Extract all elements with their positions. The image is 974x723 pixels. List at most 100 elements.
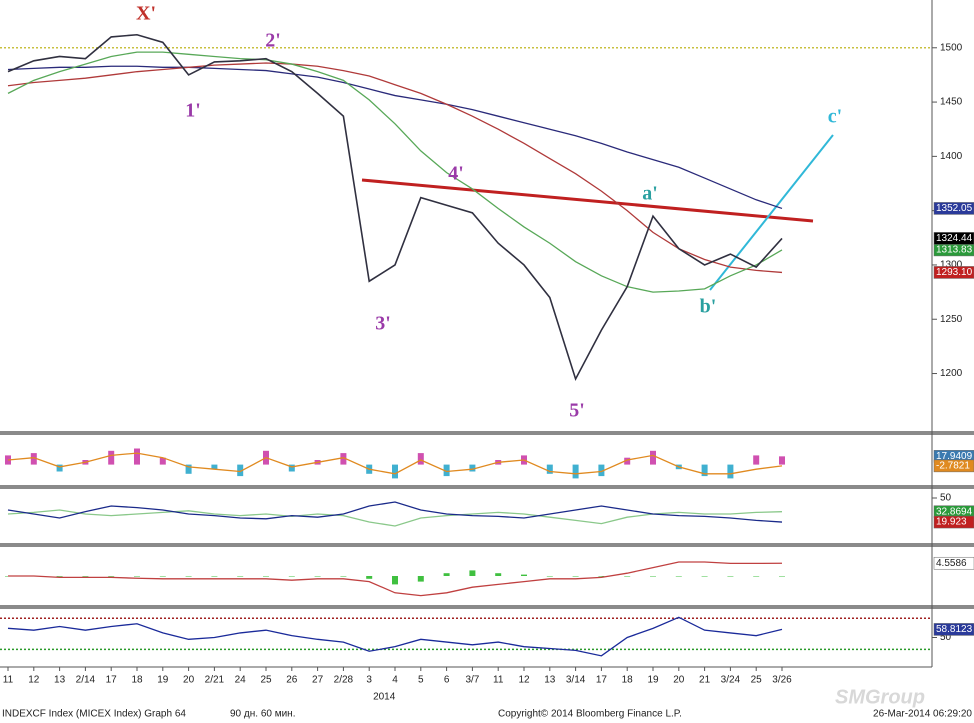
x-tick-label: 19 <box>647 675 659 686</box>
last-value-label: 1352.05 <box>936 203 973 214</box>
histogram-bar <box>675 576 682 577</box>
x-tick-label: 3/7 <box>465 675 479 686</box>
footer-ticker: INDEXCF Index (MICEX Index) Graph 64 <box>2 709 186 720</box>
histogram-bar <box>572 464 579 479</box>
last-value-tag <box>933 556 974 570</box>
histogram-bar <box>469 570 476 576</box>
x-tick-label: 20 <box>673 675 685 686</box>
histogram-bar <box>392 464 398 479</box>
histogram-bar <box>624 576 631 577</box>
histogram-bar <box>340 453 347 465</box>
y-tick-label: 50 <box>940 493 952 504</box>
footer-copyright: Copyright© 2014 Bloomberg Finance L.P. <box>498 709 682 720</box>
x-tick-label: 18 <box>131 675 143 686</box>
series-line <box>7 452 783 475</box>
histogram-bar <box>443 573 450 576</box>
resistance-trendline <box>361 178 814 223</box>
histogram-bar <box>650 576 656 577</box>
histogram-bar <box>598 464 605 477</box>
last-value-tag <box>933 232 974 245</box>
watermark: SMGroup <box>835 686 925 708</box>
histogram-bar <box>159 576 166 577</box>
x-tick-label: 2/21 <box>205 675 225 686</box>
x-tick-label: 2/14 <box>76 675 96 686</box>
histogram-bar <box>701 464 708 477</box>
x-tick-label: 19 <box>157 675 169 686</box>
histogram-bar <box>159 457 166 465</box>
series-line <box>8 561 783 597</box>
panel-separator <box>0 543 974 547</box>
x-axis-year: 2014 <box>373 692 396 703</box>
histogram-bar <box>443 464 450 477</box>
histogram-bar <box>56 576 63 577</box>
histogram-bar <box>237 464 244 477</box>
histogram-bar <box>701 576 708 577</box>
histogram-bar <box>521 574 527 576</box>
wave-label: a' <box>642 183 658 205</box>
histogram-bar <box>366 576 373 579</box>
y-tick-label: 50 <box>940 632 952 643</box>
histogram-bar <box>108 450 115 465</box>
x-tick-label: 17 <box>106 675 118 686</box>
histogram-bar <box>417 576 424 582</box>
y-tick-label: 1250 <box>940 314 963 325</box>
wave-label: b' <box>700 296 717 318</box>
x-tick-label: 24 <box>235 675 247 686</box>
panel-separator <box>0 605 974 609</box>
x-tick-label: 12 <box>518 675 530 686</box>
last-value-label: 4.5586 <box>936 558 967 569</box>
x-tick-label: 25 <box>260 675 272 686</box>
histogram-bar <box>263 576 269 577</box>
histogram-bar <box>495 573 502 576</box>
histogram-bar <box>727 464 734 479</box>
x-tick-label: 5 <box>418 675 424 686</box>
x-tick-label: 13 <box>54 675 66 686</box>
wave-label: 3' <box>375 313 391 335</box>
panel-separator <box>0 431 974 435</box>
last-value-label: 1293.10 <box>936 267 973 278</box>
x-tick-label: 4 <box>392 675 398 686</box>
x-tick-label: 20 <box>183 675 195 686</box>
footer-period: 90 дн. 60 мин. <box>230 709 295 720</box>
series-line <box>7 616 783 657</box>
last-value-label: 32.8694 <box>936 506 973 517</box>
x-tick-label: 18 <box>622 675 634 686</box>
histogram-bar <box>211 464 218 470</box>
wave-label: 2' <box>265 30 281 52</box>
y-tick-label: 1200 <box>940 368 963 379</box>
y-tick-label: 1300 <box>940 260 963 271</box>
x-tick-label: 17 <box>596 675 608 686</box>
panel-separator <box>0 485 974 489</box>
histogram-bar <box>288 576 295 577</box>
histogram-bar <box>598 576 605 577</box>
last-value-label: 19.923 <box>936 517 967 528</box>
y-tick-label: 1400 <box>940 151 963 162</box>
x-tick-label: 2/28 <box>334 675 354 686</box>
x-tick-label: 6 <box>444 675 450 686</box>
wave-label: c' <box>828 106 842 128</box>
histogram-bar <box>546 576 553 577</box>
x-tick-label: 3/14 <box>566 675 586 686</box>
wave-label: 1' <box>185 100 201 122</box>
histogram-bar <box>30 453 37 465</box>
histogram-bar <box>56 464 63 472</box>
histogram-bar <box>185 576 192 577</box>
histogram-bar <box>185 464 192 474</box>
y-tick-label: 1450 <box>940 97 963 108</box>
histogram-bar <box>753 455 760 465</box>
series-line <box>7 65 783 210</box>
wave-label: 5' <box>569 400 585 422</box>
last-value-label: 17.9409 <box>936 451 973 462</box>
histogram-bar <box>624 457 631 465</box>
histogram-bar <box>288 464 295 472</box>
x-tick-label: 25 <box>751 675 763 686</box>
histogram-bar <box>134 448 140 465</box>
last-value-label: 1313.83 <box>936 245 973 256</box>
last-value-tag <box>933 459 974 473</box>
x-tick-label: 11 <box>493 675 504 686</box>
last-value-tag <box>933 202 974 215</box>
histogram-bar <box>134 576 140 577</box>
histogram-bar <box>727 576 734 577</box>
